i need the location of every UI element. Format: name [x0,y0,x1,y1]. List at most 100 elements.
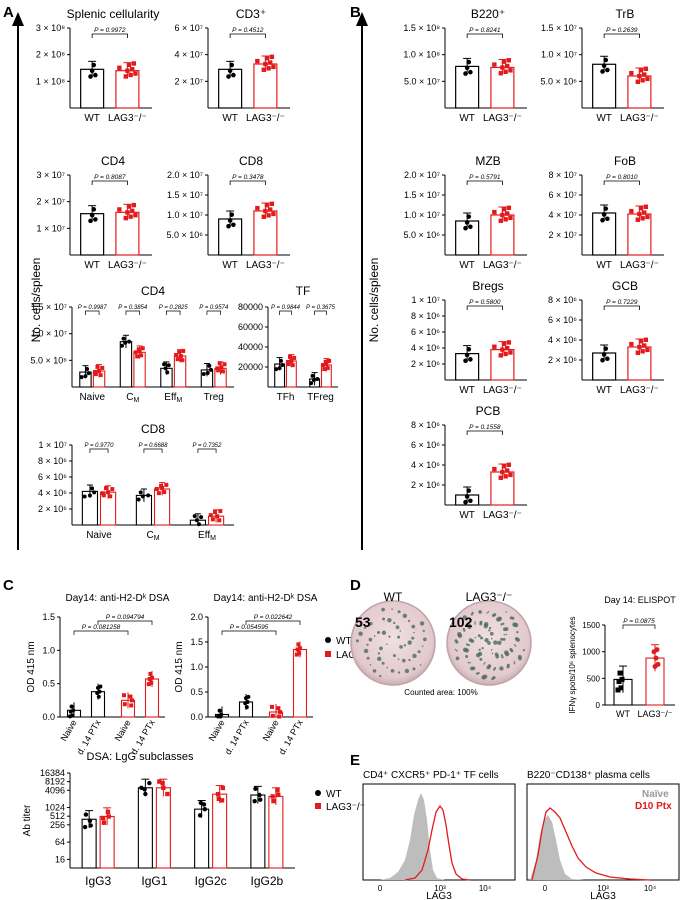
xlabel-sub: M [154,535,160,542]
igg-pt-2-ko-3 [216,796,222,802]
trb-pt-ko-0 [635,79,640,84]
igg-pt-2-wt-1 [197,813,203,818]
mzb-pt-ko-3 [503,217,508,222]
elispot-spot [480,636,484,640]
elispot-spot [491,677,495,681]
gcb-tick-label-0: 2 × 10⁶ [548,355,577,365]
panel-a-shared-axis: No. cells/spleen [12,12,43,550]
fob-pt-ko-4 [642,210,647,215]
pcb-pt-wt-1 [464,494,470,499]
elispot-spot [454,648,457,651]
fob-title: FoB [614,154,636,168]
cd4sub-pt-0-wt-2 [85,366,90,371]
elispot-spot [399,645,403,649]
elispot-spot [481,675,486,680]
cd8sub-p-1: P = 0.6688 [139,443,169,449]
igg-pt-0-ko-0 [100,815,106,821]
cd3-pt-ko-4 [268,60,273,65]
splenic-p-value: P = 0.9972 [94,27,126,34]
elispot-spot [471,611,474,615]
elispot-spot [407,619,411,623]
elispot-spot [423,637,427,642]
xlabel-base: C [146,530,153,541]
cd4sub-pt-3-ko-2 [220,369,225,374]
cd8sub-tick-label-1: 4 × 10⁶ [38,488,67,498]
cd4sub-pt-0-wt-3 [83,374,88,379]
fob-p-value: P = 0.8010 [606,174,638,181]
b220-xlabel-ko: LAG3⁻/⁻ [483,113,522,124]
elispot-spot [462,615,467,620]
elispot-spot [417,650,421,654]
cd4-tick-label-0: 1 × 10⁷ [36,223,65,233]
cd8sub-pt-1-wt-3 [146,493,151,498]
b220-chart: B220⁺ 5.0 × 10⁷ 1.0 × 10⁸ 1.5 × 10⁸ P = 0.82… [403,7,527,124]
bregs-pt-ko-2 [501,341,507,347]
cd8sub-pt-0-ko-3 [106,490,111,495]
cd8-pt-ko-3 [266,213,271,218]
igg-tick-label-5: 4096 [45,785,65,795]
dsa1-xlabel-2: Naive [113,718,133,743]
cd8sub-pt-1-ko-1 [156,491,161,496]
gcb-pt-wt-1 [601,352,607,357]
elispot-spot [502,637,506,641]
elispot-pt-wt-4 [619,676,625,682]
fob-pt-ko-5 [643,204,649,209]
dsa1-p-1: P = 0.094794 [106,614,145,621]
cd4-pt-ko-0 [123,215,128,221]
igg-pt-2-ko-2 [220,785,226,791]
bregs-tick-label-3: 8 × 10⁶ [411,311,440,321]
cd8sub-bracket-2 [197,448,217,453]
elispot-spot [366,643,369,646]
dsa1-tick-label-3: 1.5 [42,612,55,622]
mzb-title: MZB [475,154,500,168]
b220-pt-wt-2 [466,59,472,65]
cd4sub-p-1: P = 0.3854 [118,305,148,311]
tf-pt-0-ko-2 [290,363,295,368]
igg-legend: WT LAG3⁻/⁻ [315,789,365,813]
elispot-spot [465,643,469,646]
hist1-d10 [404,804,471,881]
tf-tick-label-3: 80000 [238,302,263,312]
elispot-spot [467,623,472,628]
cd4-xlabel-wt: WT [84,260,100,271]
elispot-spot [493,668,496,671]
elispot-spot [511,616,515,620]
bregs-xlabel-wt: WT [459,385,475,396]
xlabel-base: Eff [198,530,210,541]
pcb-sig-bracket [466,430,503,435]
elispot-wt-label: WT [384,590,403,604]
tf-pt-1-ko-1 [322,367,327,372]
dsa2-tick-label-0: 0.0 [190,712,203,722]
splenic-title: Splenic cellularity [67,7,160,21]
b220-xlabel-wt: WT [459,113,475,124]
elispot-spot [462,647,468,653]
splenic-pt-ko-3 [128,72,133,78]
b220-pt-ko-1 [500,65,505,70]
elispot-spot [478,648,481,651]
elispot-spot [504,651,510,657]
igg-xlabel-0: IgG3 [85,874,111,888]
panel-letter-a: A [3,4,14,21]
hist-legend-naive: Naïve [642,789,669,800]
igg-tick-label-6: 8192 [45,777,65,787]
elispot-spot [419,621,425,626]
gcb-pt-wt-0 [600,357,605,363]
elispot-spot [379,646,383,651]
dsa1-tick-label-2: 1.0 [42,645,55,655]
cd4-pt-ko-7 [117,207,122,212]
cd8-pt-wt-0 [226,223,231,229]
trb-chart: TrB 5.0 × 10⁶ 1.0 × 10⁷ 1.5 × 10⁷ P = 0.2639… [541,7,664,124]
cd8sub-pt-0-ko-1 [110,487,115,492]
elispot-spot [368,621,373,626]
xlabel-sub: M [210,535,216,542]
tf-pt-0-ko-0 [285,360,290,365]
elispot-spot [486,612,488,614]
bregs-pt-ko-4 [505,345,510,351]
elispot-spot [387,617,392,623]
trb-title: TrB [616,7,635,21]
trb-pt-wt-1 [601,63,607,69]
dsa1-bracket-0 [73,630,129,635]
elispot-spot [412,653,417,659]
cd4sub-pt-2-ko-0 [180,358,185,363]
mzb-pt-ko-0 [498,218,503,223]
